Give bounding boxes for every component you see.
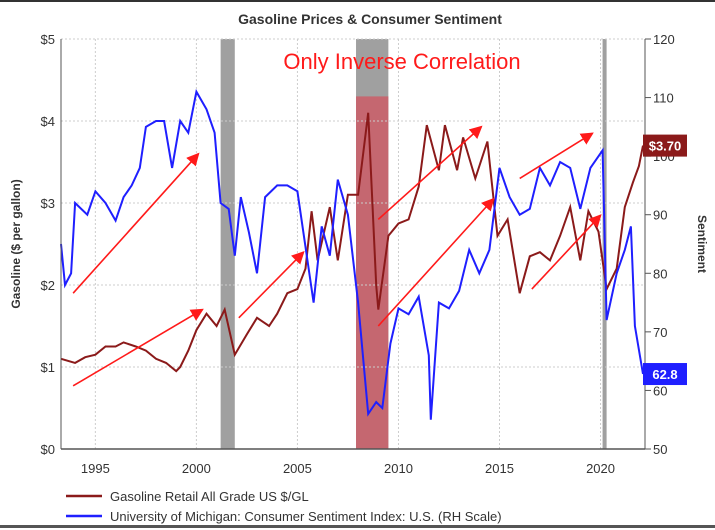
- y-right-tick-label: 90: [653, 208, 667, 223]
- y-left-tick-label: $0: [41, 442, 55, 457]
- y-left-tick-label: $1: [41, 360, 55, 375]
- y-left-tick-label: $2: [41, 278, 55, 293]
- x-tick-label: 2005: [283, 461, 312, 476]
- y-left-tick-label: $4: [41, 114, 55, 129]
- y-axis-left-label: Gasoline ($ per gallon): [9, 179, 23, 308]
- legend: Gasoline Retail All Grade US $/GL Univer…: [66, 489, 502, 524]
- x-tick-label: 1995: [81, 461, 110, 476]
- trend-arrow: [531, 214, 602, 290]
- last-value-badge: [643, 363, 687, 386]
- x-tick-label: 2010: [384, 461, 413, 476]
- legend-label-gasoline: Gasoline Retail All Grade US $/GL: [110, 489, 309, 504]
- trend-arrow: [377, 125, 483, 220]
- x-tick-label: 2000: [182, 461, 211, 476]
- y-right-tick-label: 120: [653, 32, 675, 47]
- trend-arrow: [72, 152, 200, 294]
- x-tick-label: 2015: [485, 461, 514, 476]
- y-axis-right-label: Sentiment: [695, 215, 709, 273]
- last-value-label: $3.70: [649, 139, 682, 154]
- recession-bar: [220, 39, 235, 449]
- trend-arrow: [519, 132, 594, 180]
- legend-label-sentiment: University of Michigan: Consumer Sentime…: [110, 509, 502, 524]
- trend-arrow: [377, 197, 495, 327]
- y-left-tick-label: $3: [41, 196, 55, 211]
- gasoline-line: [60, 112, 644, 373]
- last-value-badge: [643, 134, 687, 157]
- chart-title: Gasoline Prices & Consumer Sentiment: [238, 11, 502, 27]
- last-value-label: 62.8: [652, 367, 677, 382]
- y-right-tick-label: 110: [653, 91, 674, 106]
- x-tick-label: 2020: [586, 461, 615, 476]
- y-right-tick-label: 50: [653, 442, 667, 457]
- trend-arrow: [238, 251, 305, 319]
- sentiment-line: [60, 88, 644, 420]
- trend-arrow: [72, 308, 204, 387]
- y-right-tick-label: 80: [653, 266, 667, 281]
- y-right-tick-label: 60: [653, 383, 667, 398]
- y-left-tick-label: $5: [41, 32, 55, 47]
- y-right-tick-label: 70: [653, 325, 667, 340]
- annotation-text: Only Inverse Correlation: [283, 49, 520, 74]
